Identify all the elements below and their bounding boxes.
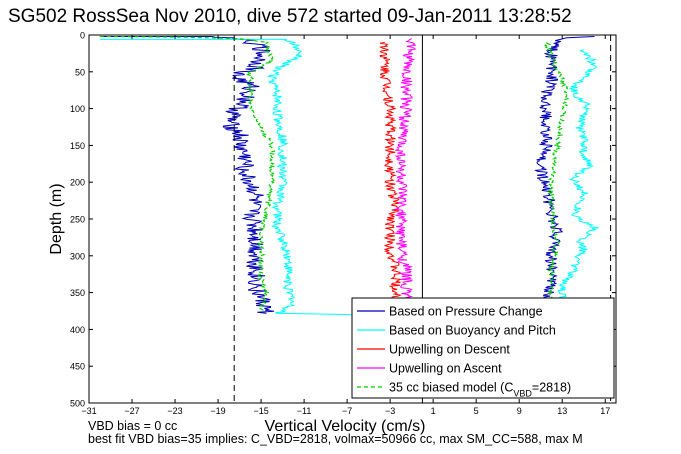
legend-label: Based on Pressure Change xyxy=(389,305,543,319)
legend-box xyxy=(351,297,615,399)
x-tick-label: −7 xyxy=(342,406,352,416)
vbd-bias-note: VBD bias = 0 cc xyxy=(88,419,178,433)
y-tick-label: 150 xyxy=(70,141,85,151)
series-line-upwelling-on-descent-2 xyxy=(378,41,403,314)
y-tick-label: 300 xyxy=(70,251,85,261)
y-tick-label: 350 xyxy=(70,288,85,298)
y-tick-label: 450 xyxy=(70,362,85,372)
y-tick-label: 50 xyxy=(75,67,85,77)
y-tick-label: 400 xyxy=(70,325,85,335)
legend: Based on Pressure Change Based on Buoyanc… xyxy=(351,297,615,399)
x-tick-label: −15 xyxy=(253,406,268,416)
legend-label-subscript: VBD xyxy=(513,389,532,399)
best-fit-note: best fit VBD bias=35 implies: C_VBD=2818… xyxy=(88,432,583,446)
y-tick-label: 100 xyxy=(70,104,85,114)
chart-title: SG502 RossSea Nov 2010, dive 572 started… xyxy=(8,6,572,27)
series-line-based-on-buoyancy-and-pitch-1 xyxy=(99,38,391,316)
tick-layer: −31 −27 −23 −19 −15 −11 −7 −3 1 5 9 13 1705010015020… xyxy=(70,31,616,416)
y-tick-label: 0 xyxy=(80,31,85,41)
y-tick-label: 500 xyxy=(70,399,85,409)
x-tick-label: 13 xyxy=(557,406,567,416)
series-line-based-on-pressure-change-0 xyxy=(99,36,275,314)
x-tick-label: 5 xyxy=(474,406,479,416)
y-tick-label: 250 xyxy=(70,215,85,225)
series-line-upwelling-on-ascent-3 xyxy=(394,38,417,312)
series-line-upwelling-on-ascent-4 xyxy=(533,36,595,301)
y-axis-label: Depth (m) xyxy=(48,183,65,254)
y-tick-label: 200 xyxy=(70,178,85,188)
series-line-35-cc-biased-model-c-vbd-2818-6 xyxy=(99,35,276,312)
series-line-35-cc-biased-model-c-vbd-2818-7 xyxy=(544,41,570,301)
x-tick-label: 9 xyxy=(517,406,522,416)
legend-label: Based on Buoyancy and Pitch xyxy=(389,324,556,338)
x-tick-label: −23 xyxy=(167,406,182,416)
data-layer xyxy=(99,35,599,316)
x-tick-label: 1 xyxy=(431,406,436,416)
x-tick-label: −11 xyxy=(297,406,312,416)
x-axis-label: Vertical Velocity (cm/s) xyxy=(265,418,426,435)
x-tick-label: −27 xyxy=(124,406,139,416)
x-tick-label: −19 xyxy=(210,406,225,416)
legend-label: Upwelling on Ascent xyxy=(389,362,502,376)
series-line-upwelling-on-ascent-5 xyxy=(556,49,599,301)
legend-label-tail: =2818) xyxy=(532,381,571,395)
legend-label: Upwelling on Descent xyxy=(389,343,510,357)
x-tick-label: 17 xyxy=(600,406,610,416)
x-tick-label: −31 xyxy=(81,406,96,416)
x-tick-label: −3 xyxy=(385,406,395,416)
